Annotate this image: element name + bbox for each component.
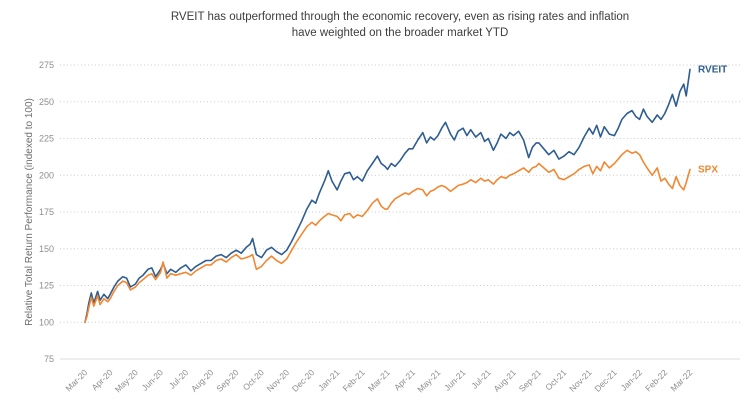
spx-series-label: SPX xyxy=(698,164,718,175)
y-tick-label: 125 xyxy=(39,281,54,291)
x-tick-label: Mar-20 xyxy=(63,367,89,393)
x-tick-label: Aug-20 xyxy=(189,367,216,394)
x-tick-label: Feb-22 xyxy=(643,367,669,393)
x-tick-label: Mar-21 xyxy=(366,367,392,393)
y-tick-label: 100 xyxy=(39,317,54,327)
y-tick-label: 250 xyxy=(39,97,54,107)
x-tick-label: Jul-20 xyxy=(167,367,191,391)
x-tick-label: Sep-21 xyxy=(517,367,544,394)
x-tick-label: Aug-21 xyxy=(491,367,518,394)
x-tick-label: Jul-21 xyxy=(469,367,493,391)
x-tick-label: Jun-21 xyxy=(442,367,468,393)
x-tick-label: Dec-21 xyxy=(592,367,619,394)
x-tick-label: Jan-21 xyxy=(316,367,342,393)
y-tick-label: 75 xyxy=(44,354,54,364)
chart-title: RVEIT has outperformed through the econo… xyxy=(60,9,740,41)
x-tick-label: Nov-21 xyxy=(567,367,594,394)
y-tick-label: 225 xyxy=(39,134,54,144)
x-tick-label: Apr-21 xyxy=(392,367,417,392)
y-tick-label: 275 xyxy=(39,60,54,70)
x-tick-label: May-20 xyxy=(113,367,140,394)
x-tick-label: Nov-20 xyxy=(265,367,292,394)
y-tick-label: 200 xyxy=(39,170,54,180)
x-tick-label: Feb-21 xyxy=(341,367,367,393)
spx-line xyxy=(84,149,691,324)
chart-title-line2: have weighted on the broader market YTD xyxy=(291,27,509,39)
chart-title-line1: RVEIT has outperformed through the econo… xyxy=(170,11,630,23)
x-tick-label: Jan-22 xyxy=(619,367,645,393)
x-tick-label: Mar-22 xyxy=(668,367,694,393)
y-tick-label: 175 xyxy=(39,207,54,217)
x-tick-label: Oct-21 xyxy=(543,367,568,392)
x-tick-label: Jun-20 xyxy=(140,367,166,393)
x-tick-label: Sep-20 xyxy=(214,367,241,394)
x-tick-label: Apr-20 xyxy=(90,367,115,392)
x-tick-label: Oct-20 xyxy=(241,367,266,392)
rveit-line xyxy=(84,68,691,324)
y-tick-label: 150 xyxy=(39,244,54,254)
rveit-series-label: RVEIT xyxy=(698,64,727,75)
x-tick-label: May-21 xyxy=(415,367,442,394)
x-tick-label: Dec-20 xyxy=(290,367,317,394)
